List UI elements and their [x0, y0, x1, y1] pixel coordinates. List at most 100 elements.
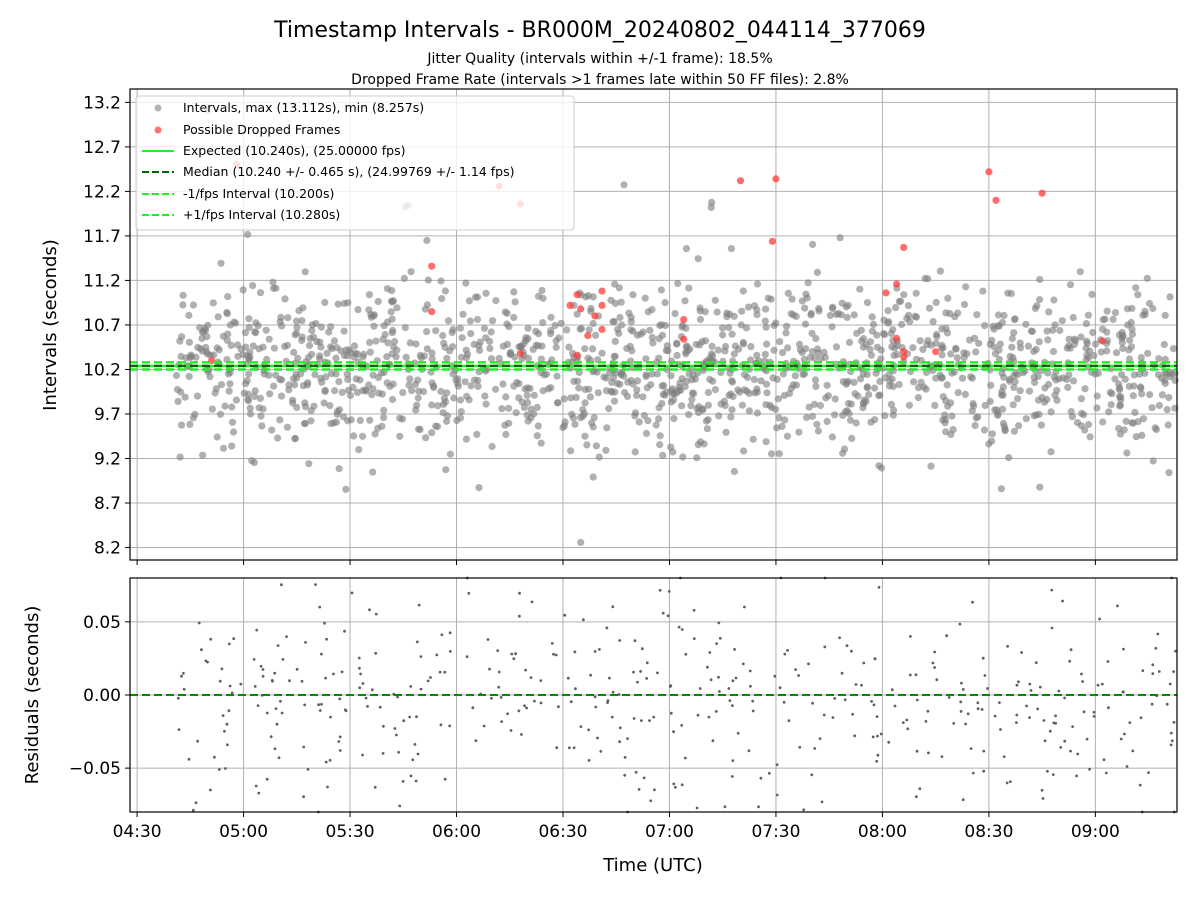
interval-point: [537, 355, 546, 363]
interval-point: [1086, 433, 1094, 441]
residual-point: [633, 639, 637, 643]
interval-point: [657, 286, 666, 294]
residual-point: [1151, 663, 1155, 667]
interval-point: [538, 286, 546, 295]
interval-point: [673, 340, 681, 348]
interval-point: [1160, 340, 1168, 349]
interval-point: [1010, 329, 1018, 337]
interval-point: [224, 293, 232, 301]
residual-point: [579, 725, 583, 728]
reference-lines: [130, 361, 1177, 371]
residual-point: [523, 704, 526, 708]
residuals-y-axis-label: Residuals (seconds): [22, 606, 43, 785]
interval-point: [1108, 390, 1116, 398]
interval-point: [518, 398, 526, 406]
residual-point: [648, 719, 651, 722]
legend-marker-intervals: [154, 104, 162, 112]
interval-point: [1047, 448, 1055, 456]
residual-point: [323, 621, 326, 625]
interval-point: [428, 349, 436, 357]
residual-point: [775, 763, 779, 767]
residual-point: [958, 622, 962, 626]
interval-point: [362, 386, 370, 394]
interval-point: [859, 343, 868, 351]
interval-point: [761, 350, 769, 358]
interval-point: [661, 321, 670, 330]
interval-point: [246, 353, 254, 361]
intervals-y-tick-label: 9.7: [94, 405, 121, 425]
residual-point: [680, 628, 684, 631]
interval-point: [1014, 371, 1022, 379]
interval-point: [388, 315, 396, 323]
interval-point: [1155, 355, 1163, 363]
dropped-frame-point: [992, 196, 1000, 204]
interval-point: [1163, 370, 1171, 378]
residual-point: [870, 700, 873, 703]
residual-point: [368, 608, 371, 612]
residual-point: [557, 705, 560, 709]
interval-point: [340, 351, 349, 360]
interval-point: [640, 411, 649, 420]
interval-point: [867, 418, 875, 426]
interval-point: [1171, 376, 1179, 385]
interval-point: [877, 464, 886, 472]
residual-point: [680, 724, 684, 727]
interval-point: [342, 485, 350, 493]
residual-point: [414, 779, 418, 783]
residual-point: [960, 681, 963, 685]
residual-point: [605, 626, 609, 630]
interval-point: [1037, 421, 1045, 429]
interval-point: [1148, 404, 1156, 412]
interval-point: [972, 348, 980, 356]
residual-point: [397, 750, 400, 754]
residual-point: [1040, 788, 1044, 792]
residual-point: [488, 667, 491, 671]
interval-point: [539, 294, 547, 302]
dropped-frame-point: [900, 348, 908, 356]
interval-point: [775, 450, 783, 458]
interval-point: [981, 322, 989, 330]
interval-point: [995, 346, 1003, 354]
interval-point: [1045, 308, 1053, 316]
residual-point: [860, 683, 863, 687]
interval-point: [379, 335, 387, 343]
residual-point: [708, 651, 712, 654]
residual-point: [332, 672, 335, 676]
interval-point: [823, 417, 831, 425]
residual-point: [413, 743, 417, 746]
residual-point: [218, 679, 222, 683]
residual-point: [1170, 739, 1174, 743]
dropped-frame-point: [566, 301, 574, 309]
dropped-frame-point: [591, 312, 599, 320]
interval-point: [568, 410, 576, 418]
interval-point: [499, 380, 507, 388]
dropped-frame-point: [932, 348, 940, 356]
interval-point: [438, 295, 446, 303]
residual-point: [782, 700, 786, 704]
interval-point: [1118, 339, 1126, 347]
interval-point: [291, 331, 299, 339]
interval-point: [1143, 274, 1151, 282]
interval-point: [244, 390, 252, 398]
interval-point: [804, 279, 812, 287]
residual-point: [520, 733, 523, 736]
residual-point: [325, 637, 328, 641]
interval-point: [534, 422, 542, 430]
interval-point: [1081, 385, 1089, 393]
interval-point: [753, 351, 761, 359]
interval-point: [241, 329, 249, 337]
interval-point: [416, 425, 424, 434]
residual-point: [539, 701, 543, 705]
interval-point: [441, 343, 449, 351]
residual-point: [194, 801, 198, 805]
interval-point: [472, 293, 480, 301]
residual-point: [357, 656, 361, 660]
dropped-frame-point: [882, 289, 890, 297]
interval-point: [390, 343, 398, 351]
residual-point: [280, 583, 283, 587]
interval-point: [356, 416, 364, 424]
interval-point: [308, 350, 316, 358]
interval-point: [272, 371, 280, 379]
interval-point: [1010, 427, 1019, 435]
residual-point: [961, 798, 965, 802]
